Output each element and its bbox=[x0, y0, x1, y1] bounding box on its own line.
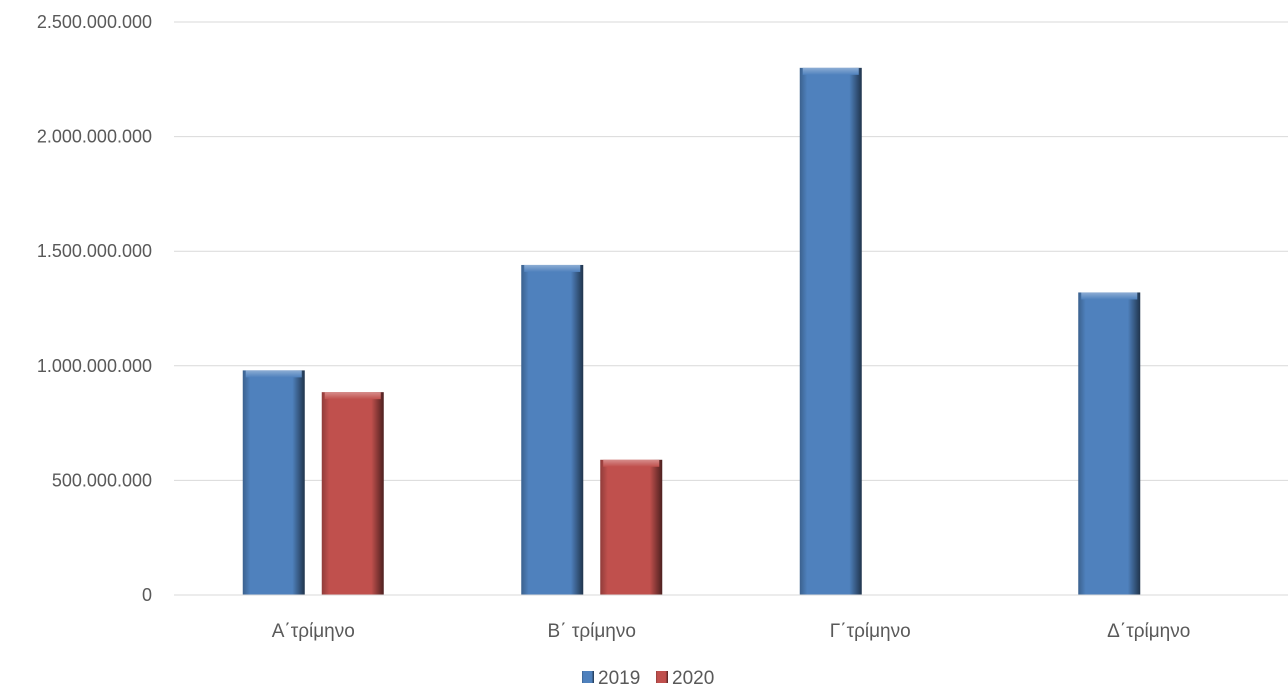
bar-body bbox=[242, 370, 305, 595]
y-tick-label: 1.500.000.000 bbox=[37, 241, 152, 261]
bar-2019-4 bbox=[1078, 292, 1141, 595]
bar-body bbox=[1078, 292, 1141, 595]
bar-bevel-top bbox=[603, 459, 660, 467]
y-tick-label: 1.000.000.000 bbox=[37, 356, 152, 376]
bar-bevel-top bbox=[802, 67, 859, 75]
bar-body bbox=[799, 67, 862, 596]
bar-body bbox=[321, 392, 384, 595]
bars bbox=[242, 67, 1141, 596]
x-category-label: Β΄ τρίμηνο bbox=[548, 621, 636, 642]
bar-2019-1 bbox=[242, 370, 305, 595]
bar-body bbox=[521, 264, 584, 595]
legend: 2019 2020 bbox=[582, 668, 714, 689]
x-category-label: Δ΄τρίμηνο bbox=[1107, 621, 1190, 642]
y-tick-label: 0 bbox=[142, 585, 152, 605]
bar-2019-3 bbox=[799, 67, 862, 596]
y-axis-tick-labels: 0 500.000.000 1.000.000.000 1.500.000.000 2.… bbox=[37, 12, 152, 605]
bar-2019-2 bbox=[521, 264, 584, 595]
y-tick-label: 2.500.000.000 bbox=[37, 12, 152, 32]
bar-body bbox=[600, 459, 663, 595]
legend-swatch bbox=[656, 671, 668, 683]
y-tick-label: 500.000.000 bbox=[52, 470, 152, 490]
bar-2020-1 bbox=[321, 392, 384, 595]
y-tick-label: 2.000.000.000 bbox=[37, 127, 152, 147]
bar-2020-2 bbox=[600, 459, 663, 595]
legend-item-2020: 2020 bbox=[656, 668, 714, 689]
bar-bevel-top bbox=[1081, 292, 1138, 300]
bar-bevel-top bbox=[245, 370, 302, 378]
x-category-label: Α΄τρίμηνο bbox=[272, 621, 355, 642]
legend-swatch bbox=[582, 671, 594, 683]
x-category-label: Γ΄τρίμηνο bbox=[830, 621, 911, 642]
legend-label: 2020 bbox=[672, 668, 714, 689]
x-axis-category-labels: Α΄τρίμηνο Β΄ τρίμηνο Γ΄τρίμηνο Δ΄τρίμηνο bbox=[272, 621, 1191, 642]
bar-bevel-top bbox=[324, 392, 381, 400]
legend-label: 2019 bbox=[598, 668, 640, 689]
bar-bevel-top bbox=[524, 264, 581, 272]
legend-item-2019: 2019 bbox=[582, 668, 640, 689]
